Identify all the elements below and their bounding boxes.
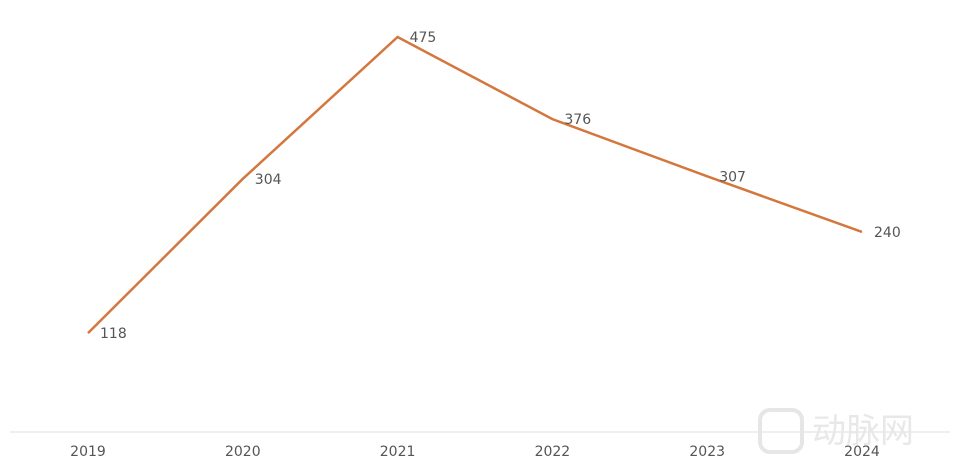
watermark: 动脉网 [812, 412, 914, 452]
line [87, 35, 863, 335]
data-label: 240 [874, 225, 901, 241]
data-label: 304 [255, 172, 282, 188]
watermark-logo [758, 408, 804, 454]
data-label: 307 [719, 169, 746, 185]
data-label: 376 [564, 112, 591, 128]
x-tick-label: 2020 [225, 444, 261, 460]
data-label: 475 [410, 30, 437, 46]
x-tick-label: 2022 [535, 444, 571, 460]
data-label: 118 [100, 326, 127, 342]
x-tick-label: 2019 [70, 444, 106, 460]
x-tick-label: 2023 [689, 444, 725, 460]
x-tick-label: 2024 [844, 444, 880, 460]
x-tick-label: 2021 [380, 444, 416, 460]
